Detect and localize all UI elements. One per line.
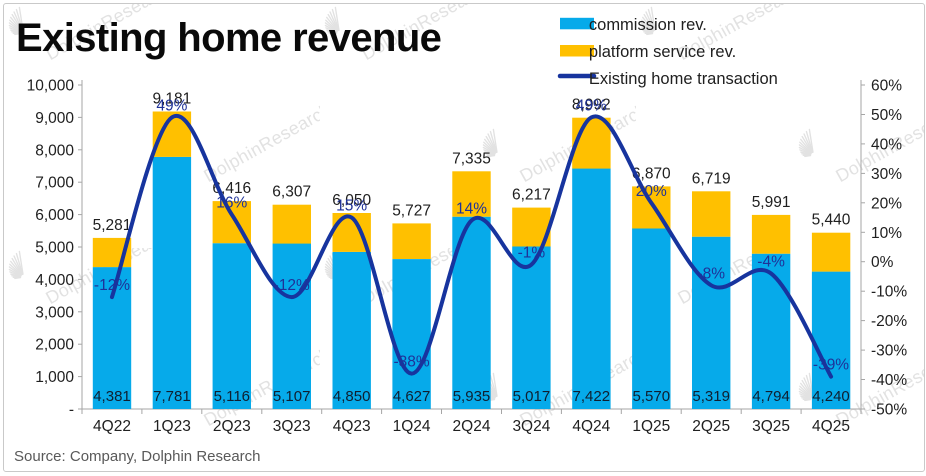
svg-text:5,000: 5,000 [35, 240, 74, 257]
svg-text:Existing home transaction: Existing home transaction [589, 70, 778, 88]
svg-text:-: - [69, 402, 74, 419]
svg-text:5,440: 5,440 [812, 212, 851, 229]
svg-text:6,217: 6,217 [512, 187, 551, 204]
svg-text:30%: 30% [871, 166, 902, 183]
svg-text:-20%: -20% [871, 313, 907, 330]
svg-text:5,116: 5,116 [214, 388, 250, 405]
svg-text:-8%: -8% [697, 265, 725, 282]
svg-text:7,781: 7,781 [153, 388, 191, 405]
svg-text:14%: 14% [456, 201, 487, 218]
svg-text:7,335: 7,335 [452, 150, 491, 167]
svg-text:-12%: -12% [94, 277, 130, 294]
svg-text:-38%: -38% [394, 354, 430, 371]
svg-text:1Q24: 1Q24 [393, 418, 431, 435]
svg-text:2Q23: 2Q23 [213, 418, 251, 435]
svg-text:3Q23: 3Q23 [273, 418, 311, 435]
svg-text:4Q24: 4Q24 [572, 418, 610, 435]
svg-text:4,000: 4,000 [35, 272, 74, 289]
svg-text:9,000: 9,000 [35, 110, 74, 127]
svg-text:5,935: 5,935 [453, 388, 491, 405]
svg-text:2Q24: 2Q24 [453, 418, 491, 435]
svg-text:5,107: 5,107 [273, 388, 311, 405]
svg-text:7,000: 7,000 [35, 175, 74, 192]
svg-text:6,719: 6,719 [692, 170, 731, 187]
svg-text:50%: 50% [871, 107, 902, 124]
svg-text:1Q23: 1Q23 [153, 418, 191, 435]
svg-text:10,000: 10,000 [27, 78, 75, 95]
svg-text:2,000: 2,000 [35, 337, 74, 354]
svg-text:16%: 16% [216, 195, 247, 212]
svg-text:2Q25: 2Q25 [692, 418, 730, 435]
svg-text:4,240: 4,240 [812, 388, 850, 405]
svg-text:-10%: -10% [871, 284, 907, 301]
svg-text:7,422: 7,422 [573, 388, 611, 405]
svg-text:40%: 40% [871, 136, 902, 153]
svg-text:10%: 10% [871, 225, 902, 242]
svg-text:-39%: -39% [813, 357, 849, 374]
svg-text:5,727: 5,727 [392, 202, 431, 219]
svg-text:5,991: 5,991 [752, 194, 791, 211]
svg-text:5,319: 5,319 [692, 388, 730, 405]
svg-text:15%: 15% [336, 198, 367, 215]
svg-text:3Q25: 3Q25 [752, 418, 790, 435]
svg-text:5,017: 5,017 [513, 388, 551, 405]
svg-text:49%: 49% [156, 97, 187, 114]
svg-text:-50%: -50% [871, 402, 907, 419]
svg-text:4,381: 4,381 [93, 388, 131, 405]
svg-text:4,627: 4,627 [393, 388, 431, 405]
svg-text:0%: 0% [871, 254, 894, 271]
svg-text:8,000: 8,000 [35, 142, 74, 159]
svg-text:4Q22: 4Q22 [93, 418, 131, 435]
svg-text:4Q25: 4Q25 [812, 418, 850, 435]
svg-text:49%: 49% [576, 97, 607, 114]
svg-text:1,000: 1,000 [35, 369, 74, 386]
svg-text:3,000: 3,000 [35, 304, 74, 321]
svg-text:5,281: 5,281 [93, 217, 132, 234]
svg-text:1Q25: 1Q25 [632, 418, 670, 435]
svg-text:-1%: -1% [518, 245, 546, 262]
svg-text:platform service rev.: platform service rev. [589, 43, 736, 61]
svg-text:4Q23: 4Q23 [333, 418, 371, 435]
svg-text:4,794: 4,794 [752, 388, 790, 405]
svg-text:20%: 20% [871, 195, 902, 212]
svg-text:4,850: 4,850 [333, 388, 371, 405]
svg-text:60%: 60% [871, 78, 902, 95]
svg-text:-12%: -12% [274, 277, 310, 294]
svg-text:20%: 20% [636, 183, 667, 200]
svg-text:commission rev.: commission rev. [589, 16, 707, 34]
svg-text:-30%: -30% [871, 343, 907, 360]
svg-text:6,000: 6,000 [35, 207, 74, 224]
svg-text:-4%: -4% [757, 254, 785, 271]
svg-text:-40%: -40% [871, 372, 907, 389]
svg-text:6,307: 6,307 [272, 184, 311, 201]
svg-text:3Q24: 3Q24 [512, 418, 550, 435]
svg-text:5,570: 5,570 [633, 388, 671, 405]
